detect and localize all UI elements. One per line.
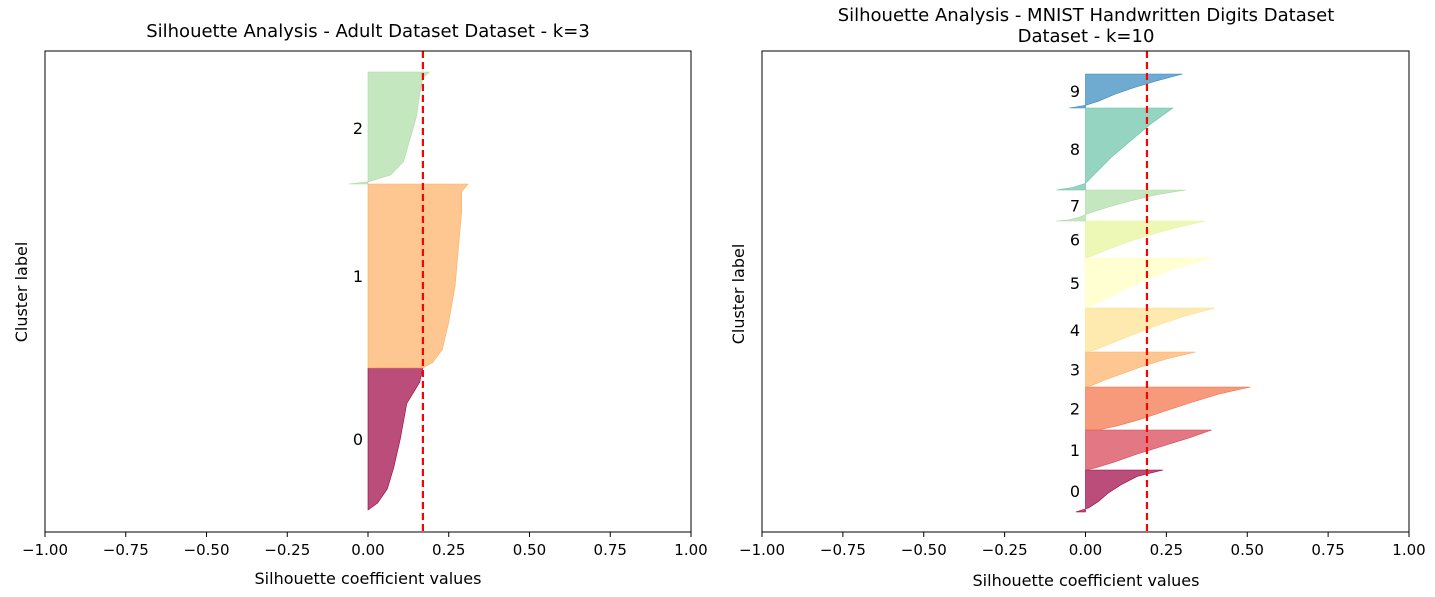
mnist-cluster-8-label: 8 [1070, 140, 1080, 159]
mnist-x-tick-label: 0.75 [1311, 541, 1344, 559]
mnist-cluster-7-label: 7 [1070, 197, 1080, 216]
adult-cluster-0-silhouette [367, 367, 424, 511]
mnist-chart-title-line-2: Dataset - k=10 [1018, 26, 1155, 47]
adult-x-tick-label: 0.25 [432, 541, 465, 559]
mnist-x-tick-label: 0.00 [1069, 541, 1102, 559]
mnist-cluster-5-label: 5 [1070, 274, 1080, 293]
mnist-x-axis-ticks: −1.00 −0.75 −0.50 −0.25 0.00 0.25 0.50 0.75 1.00 [739, 532, 1426, 559]
mnist-cluster-4-label: 4 [1070, 321, 1080, 340]
adult-cluster-0-label: 0 [353, 430, 363, 449]
mnist-cluster-6-silhouette [1085, 220, 1206, 259]
adult-silhouette-panel: Silhouette Analysis - Adult Dataset Data… [12, 21, 708, 588]
adult-cluster-1-label: 1 [353, 267, 363, 286]
mnist-cluster-0-label: 0 [1070, 482, 1080, 501]
mnist-x-tick-label: 0.25 [1150, 541, 1183, 559]
mnist-cluster-4-silhouette [1085, 307, 1215, 353]
mnist-x-tick-label: −0.25 [982, 541, 1028, 559]
mnist-cluster-2-label: 2 [1070, 400, 1080, 419]
mnist-chart-title-line-1: Silhouette Analysis - MNIST Handwritten … [838, 5, 1335, 26]
mnist-cluster-8-silhouette [1056, 107, 1174, 191]
adult-chart-title: Silhouette Analysis - Adult Dataset Data… [146, 21, 590, 42]
adult-cluster-1-silhouette [367, 183, 469, 369]
mnist-x-tick-label: −0.50 [901, 541, 947, 559]
mnist-cluster-6-label: 6 [1070, 231, 1080, 250]
mnist-x-tick-label: 1.00 [1392, 541, 1425, 559]
mnist-cluster-2-silhouette [1085, 386, 1251, 431]
mnist-cluster-9-label: 9 [1070, 82, 1080, 101]
adult-x-tick-label: 0.50 [513, 541, 546, 559]
adult-cluster-2-label: 2 [353, 119, 363, 138]
adult-x-tick-label: −0.75 [103, 541, 149, 559]
adult-x-tick-label: −0.50 [184, 541, 230, 559]
mnist-silhouette-panel: Silhouette Analysis - MNIST Handwritten … [729, 5, 1426, 590]
adult-x-tick-label: −1.00 [22, 541, 68, 559]
adult-x-axis-label: Silhouette coefficient values [255, 569, 482, 588]
mnist-cluster-7-silhouette [1056, 189, 1186, 222]
adult-y-axis-label: Cluster label [12, 242, 31, 343]
adult-cluster-silhouettes: 0 1 2 [348, 71, 469, 511]
adult-x-tick-label: 0.00 [351, 541, 384, 559]
mnist-cluster-silhouettes: 0 1 2 3 4 5 6 7 8 9 [1056, 73, 1251, 513]
mnist-cluster-5-silhouette [1085, 257, 1212, 309]
adult-x-tick-label: −0.25 [264, 541, 310, 559]
mnist-x-axis-label: Silhouette coefficient values [973, 571, 1200, 590]
mnist-y-axis-label: Cluster label [729, 244, 748, 345]
mnist-cluster-1-silhouette [1085, 429, 1212, 471]
mnist-cluster-1-label: 1 [1070, 441, 1080, 460]
mnist-x-tick-label: −1.00 [739, 541, 785, 559]
adult-x-tick-label: 1.00 [674, 541, 707, 559]
mnist-cluster-3-silhouette [1085, 351, 1196, 388]
mnist-x-tick-label: −0.75 [820, 541, 866, 559]
mnist-x-tick-label: 0.50 [1231, 541, 1264, 559]
adult-x-tick-label: 0.75 [594, 541, 627, 559]
adult-x-axis-ticks: −1.00 −0.75 −0.50 −0.25 0.00 0.25 0.50 0.75 1.00 [22, 532, 708, 559]
mnist-cluster-9-silhouette [1069, 73, 1183, 109]
mnist-cluster-3-label: 3 [1070, 361, 1080, 380]
